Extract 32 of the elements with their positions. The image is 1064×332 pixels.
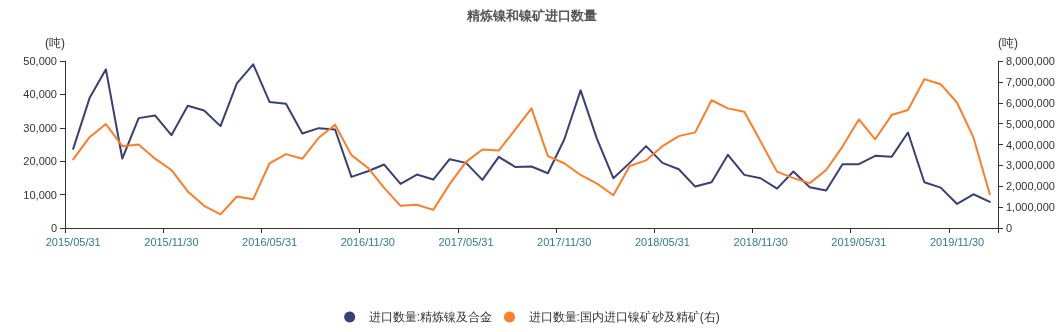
x-tick-label: 2018/11/30 [733,235,788,248]
y2-tick-label: 0 [1006,222,1013,234]
y2-tick-label: 2,000,000 [1006,180,1055,193]
x-tick-label: 2016/05/31 [242,235,298,248]
legend-label: 进口数量:精炼镍及合金 [368,310,493,324]
x-tick-label: 2019/11/30 [929,235,985,248]
y-axis-title: (吨) [45,36,65,50]
x-tick-label: 2019/05/31 [831,235,887,248]
legend-label: 进口数量:国内进口镍矿砂及精矿(右) [528,310,720,324]
y2-tick-label: 7,000,000 [1006,75,1055,88]
chart-title: 精炼镍和镍矿进口数量 [466,8,597,23]
x-tick-label: 2017/05/31 [438,235,494,248]
y-tick-label: 40,000 [23,88,57,101]
y2-tick-label: 4,000,000 [1006,138,1055,151]
x-tick-label: 2018/05/31 [634,235,690,248]
y-tick-label: 10,000 [23,188,57,201]
y2-tick-label: 1,000,000 [1006,201,1055,214]
y2-tick-label: 8,000,000 [1006,55,1055,67]
y-tick-label: 20,000 [23,155,57,168]
y2-tick-label: 5,000,000 [1006,117,1055,130]
x-tick-label: 2015/11/30 [144,235,199,248]
y-tick-label: 50,000 [23,55,57,67]
line-series [72,78,991,216]
line-series [72,63,991,205]
x-tick-label: 2017/11/30 [537,235,592,248]
y2-axis-title: (吨) [998,36,1018,50]
y-tick-label: 0 [50,222,57,234]
x-tick-label: 2016/11/30 [340,235,395,248]
x-tick-label: 2015/05/31 [45,235,101,248]
y2-tick-label: 3,000,000 [1006,159,1055,172]
y2-tick-label: 6,000,000 [1006,96,1055,109]
y-tick-label: 30,000 [23,121,57,134]
